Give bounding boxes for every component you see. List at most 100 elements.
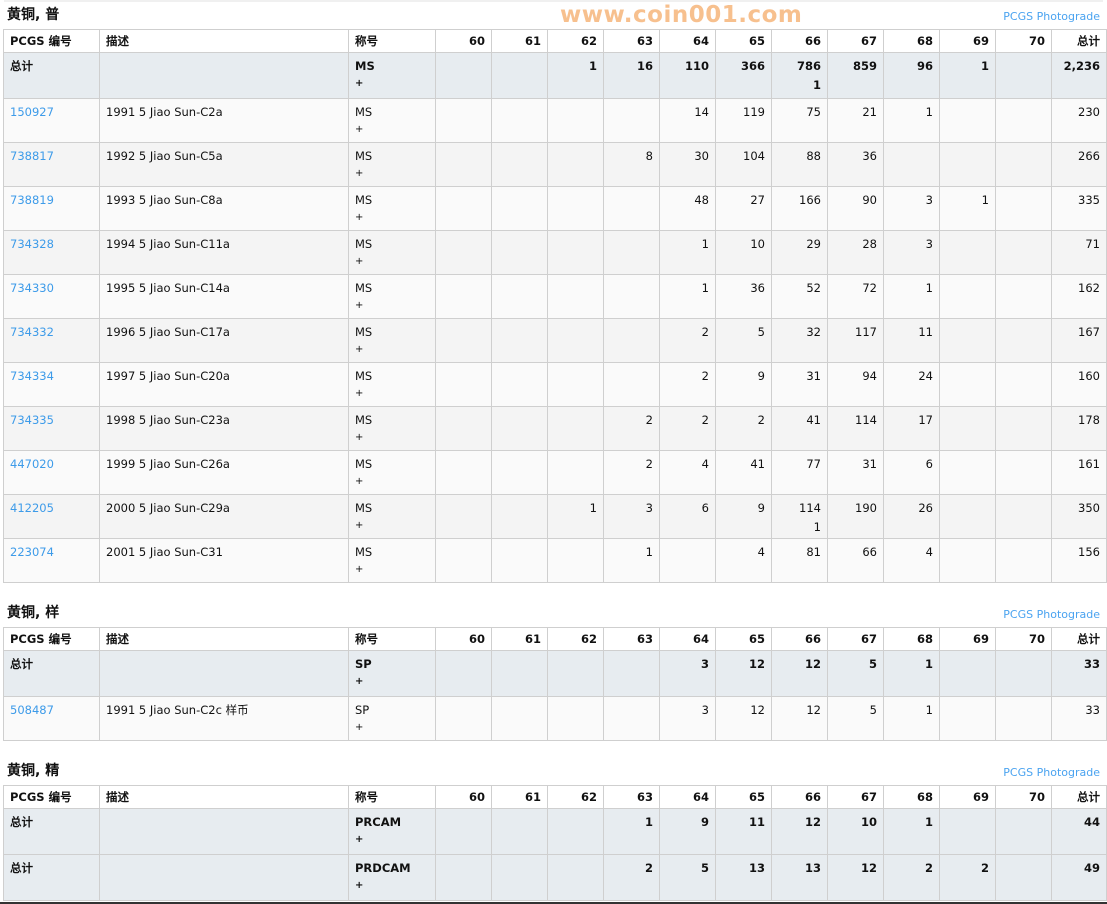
grade-count-62 [547,650,604,697]
grade-count-63 [603,696,660,741]
header-designation: 称号 [348,785,436,809]
pcgs-number-link[interactable]: 150927 [10,105,54,119]
grade-count-66: 81 [771,538,828,583]
grade-count-63: 2 [603,854,660,901]
grade-count-69 [939,696,996,741]
pcgs-number-link[interactable]: 734330 [10,281,54,295]
total-row: 总计 SP +3 12 12 5 1 33 [3,650,1107,697]
grade-count-62: 1 [547,494,604,539]
grade-count-61 [491,52,548,99]
pcgs-photograde-link[interactable]: PCGS Photograde [1003,608,1100,621]
section-gap [0,741,1107,758]
designation-cell: MS + [348,52,436,99]
pcgs-number-link[interactable]: 738817 [10,149,54,163]
header-grade-69: 69 [939,29,996,53]
grade-count-70 [995,362,1052,407]
header-designation: 称号 [348,29,436,53]
pcgs-number-link[interactable]: 412205 [10,501,54,515]
grade-count-68: 2 [883,854,940,901]
grade-count-69 [939,318,996,363]
grade-count-63: 1 [603,808,660,855]
grade-count-65: 27 [715,186,772,231]
description-cell: 1997 5 Jiao Sun-C20a [99,362,349,407]
grade-count-68: 1 [883,98,940,143]
description-cell: 1995 5 Jiao Sun-C14a [99,274,349,319]
pcgs-photograde-link[interactable]: PCGS Photograde [1003,10,1100,23]
header-description: 描述 [99,29,349,53]
grade-count-64: 1 [659,230,716,275]
grade-count-63: 1 [603,538,660,583]
grade-count-69 [939,808,996,855]
table-header-row: PCGS 编号 描述 称号 60 61 62 63 64 65 66 67 68 69 70 总计 [3,627,1107,651]
description-cell: 1993 5 Jiao Sun-C8a [99,186,349,231]
grade-count-63 [603,186,660,231]
grade-count-62 [547,186,604,231]
grade-count-63: 2 [603,406,660,451]
pcgs-photograde-link[interactable]: PCGS Photograde [1003,766,1100,779]
grade-count-60 [435,274,492,319]
grade-count-70 [995,230,1052,275]
table-row: 223074 2001 5 Jiao Sun-C31 MS +1 4 81 66 4 156 [3,538,1107,583]
header-grade-65: 65 [715,627,772,651]
grade-count-64: 5 [659,854,716,901]
table-row: 447020 1999 5 Jiao Sun-C26a MS +2 4 41 77 31 6 16… [3,450,1107,495]
designation-cell: MS + [348,142,436,187]
grade-count-64: 2 [659,406,716,451]
grade-count-68: 24 [883,362,940,407]
grade-count-66: 13 [771,854,828,901]
pcgs-number-link[interactable]: 734334 [10,369,54,383]
grade-count-61 [491,406,548,451]
description-cell [99,854,349,901]
grade-count-60 [435,650,492,697]
grade-count-68: 4 [883,538,940,583]
description-cell: 1994 5 Jiao Sun-C11a [99,230,349,275]
grade-count-65: 12 [715,696,772,741]
grade-count-63: 16 [603,52,660,99]
pcgs-number-link[interactable]: 508487 [10,703,54,717]
grade-count-69 [939,98,996,143]
section-title: 黄铜, 样 [7,605,60,621]
grade-count-63 [603,362,660,407]
pcgs-number-link[interactable]: 223074 [10,545,54,559]
grade-count-70 [995,494,1052,539]
description-cell: 2001 5 Jiao Sun-C31 [99,538,349,583]
header-grade-67: 67 [827,785,884,809]
description-cell: 1991 5 Jiao Sun-C2a [99,98,349,143]
grade-count-61 [491,274,548,319]
row-total: 49 [1051,854,1107,901]
grade-count-64: 14 [659,98,716,143]
grade-count-68 [883,142,940,187]
pcgs-number-link[interactable]: 734335 [10,413,54,427]
pcgs-number-link[interactable]: 734332 [10,325,54,339]
total-row: 总计 PRDCAM +2 5 13 13 12 2 2 49 [3,854,1107,901]
grade-count-70 [995,186,1052,231]
grade-count-65: 11 [715,808,772,855]
grade-count-64: 6 [659,494,716,539]
designation-label: PRDCAM [355,861,411,875]
grade-count-60 [435,406,492,451]
description-cell: 1991 5 Jiao Sun-C2c 样币 [99,696,349,741]
grade-count-68: 11 [883,318,940,363]
grade-count-67: 114 [827,406,884,451]
grade-count-61 [491,854,548,901]
grade-count-68: 1 [883,274,940,319]
designation-cell: MS + [348,318,436,363]
grade-count-69 [939,362,996,407]
header-grade-62: 62 [547,785,604,809]
row-total: 230 [1051,98,1107,143]
pcgs-number-link[interactable]: 447020 [10,457,54,471]
designation-cell: PRDCAM + [348,854,436,901]
table-header-row: PCGS 编号 描述 称号 60 61 62 63 64 65 66 67 68 69 70 总计 [3,785,1107,809]
designation-label: MS [355,545,373,559]
grade-count-60 [435,808,492,855]
pcgs-number-link[interactable]: 738819 [10,193,54,207]
pcgs-number-link[interactable]: 734328 [10,237,54,251]
grade-count-62 [547,142,604,187]
grade-count-66: 75 [771,98,828,143]
grade-count-60 [435,494,492,539]
grade-count-65: 4 [715,538,772,583]
population-table: PCGS 编号 描述 称号 60 61 62 63 64 65 66 67 68 69 70 总计 总计 SP +… [3,627,1107,741]
grade-count-60 [435,854,492,901]
designation-cell: PRCAM + [348,808,436,855]
grade-count-65: 104 [715,142,772,187]
